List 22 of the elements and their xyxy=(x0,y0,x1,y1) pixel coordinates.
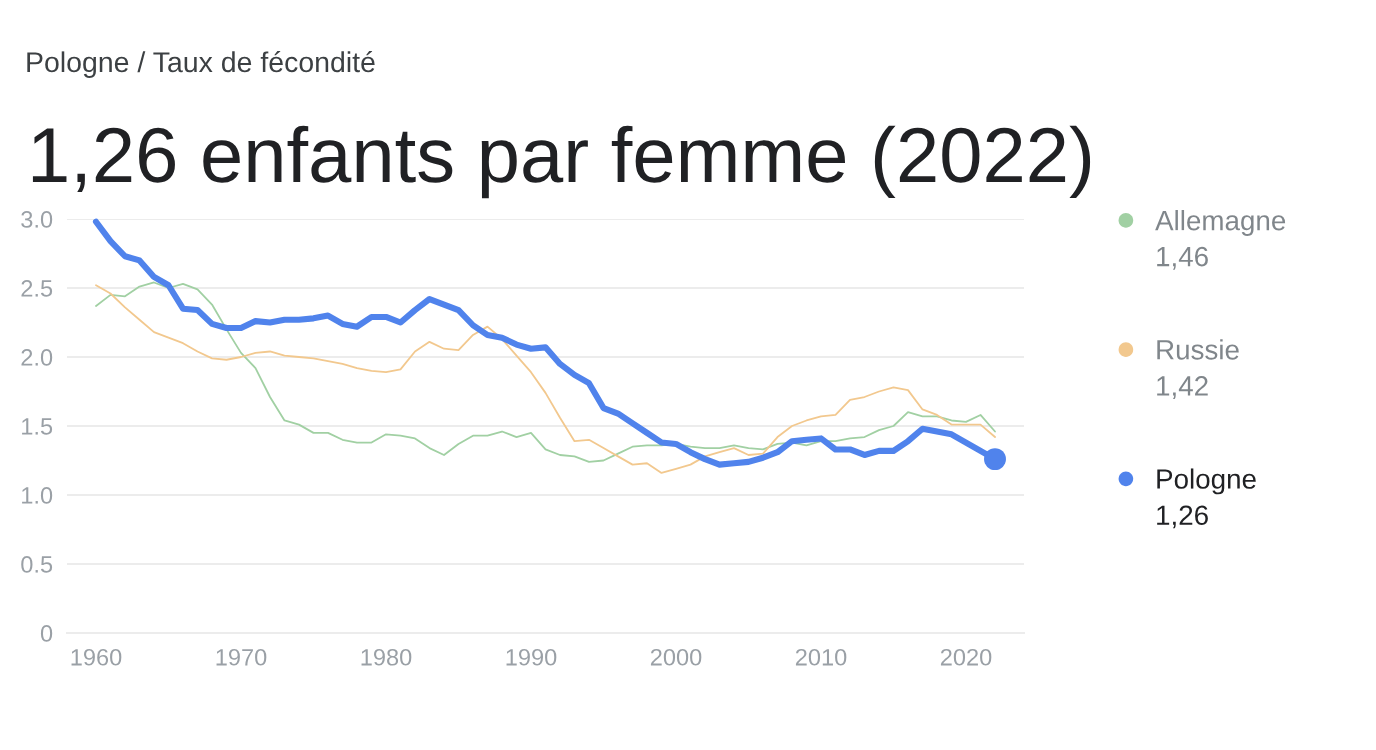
y-tick-label: 3.0 xyxy=(21,211,53,228)
y-tick-label: 1.0 xyxy=(22,487,53,504)
y-tick-label: 2.5 xyxy=(21,280,53,297)
text: 1,46 xyxy=(1157,246,1208,270)
y-tick-label: 0 xyxy=(40,625,53,642)
legend-label: Russie xyxy=(1157,339,1239,360)
x-tick-label: 2000 xyxy=(650,648,702,666)
legend-label: Pologne xyxy=(1157,468,1256,495)
x-tick-label: 2010 xyxy=(795,648,847,666)
y-tick-label: 0.5 xyxy=(21,556,53,573)
x-tick-label: 1980 xyxy=(361,648,412,666)
x-tick-label: 1960 xyxy=(71,648,122,666)
text: 1,42 xyxy=(1157,376,1208,400)
text: 1,26 xyxy=(1157,505,1208,529)
chart-title: 1,26 enfants par femme (2022) xyxy=(32,125,1091,199)
x-tick-label: 1990 xyxy=(506,648,557,666)
y-tick-label: 1.5 xyxy=(22,418,53,435)
y-tick-label: 2.0 xyxy=(21,349,53,366)
x-tick-label: 2020 xyxy=(940,648,992,666)
x-tick-label: 1970 xyxy=(216,648,267,666)
legend-label: Allemagne xyxy=(1155,210,1286,236)
chart-subtitle: Pologne / Taux de fécondité xyxy=(27,51,375,78)
